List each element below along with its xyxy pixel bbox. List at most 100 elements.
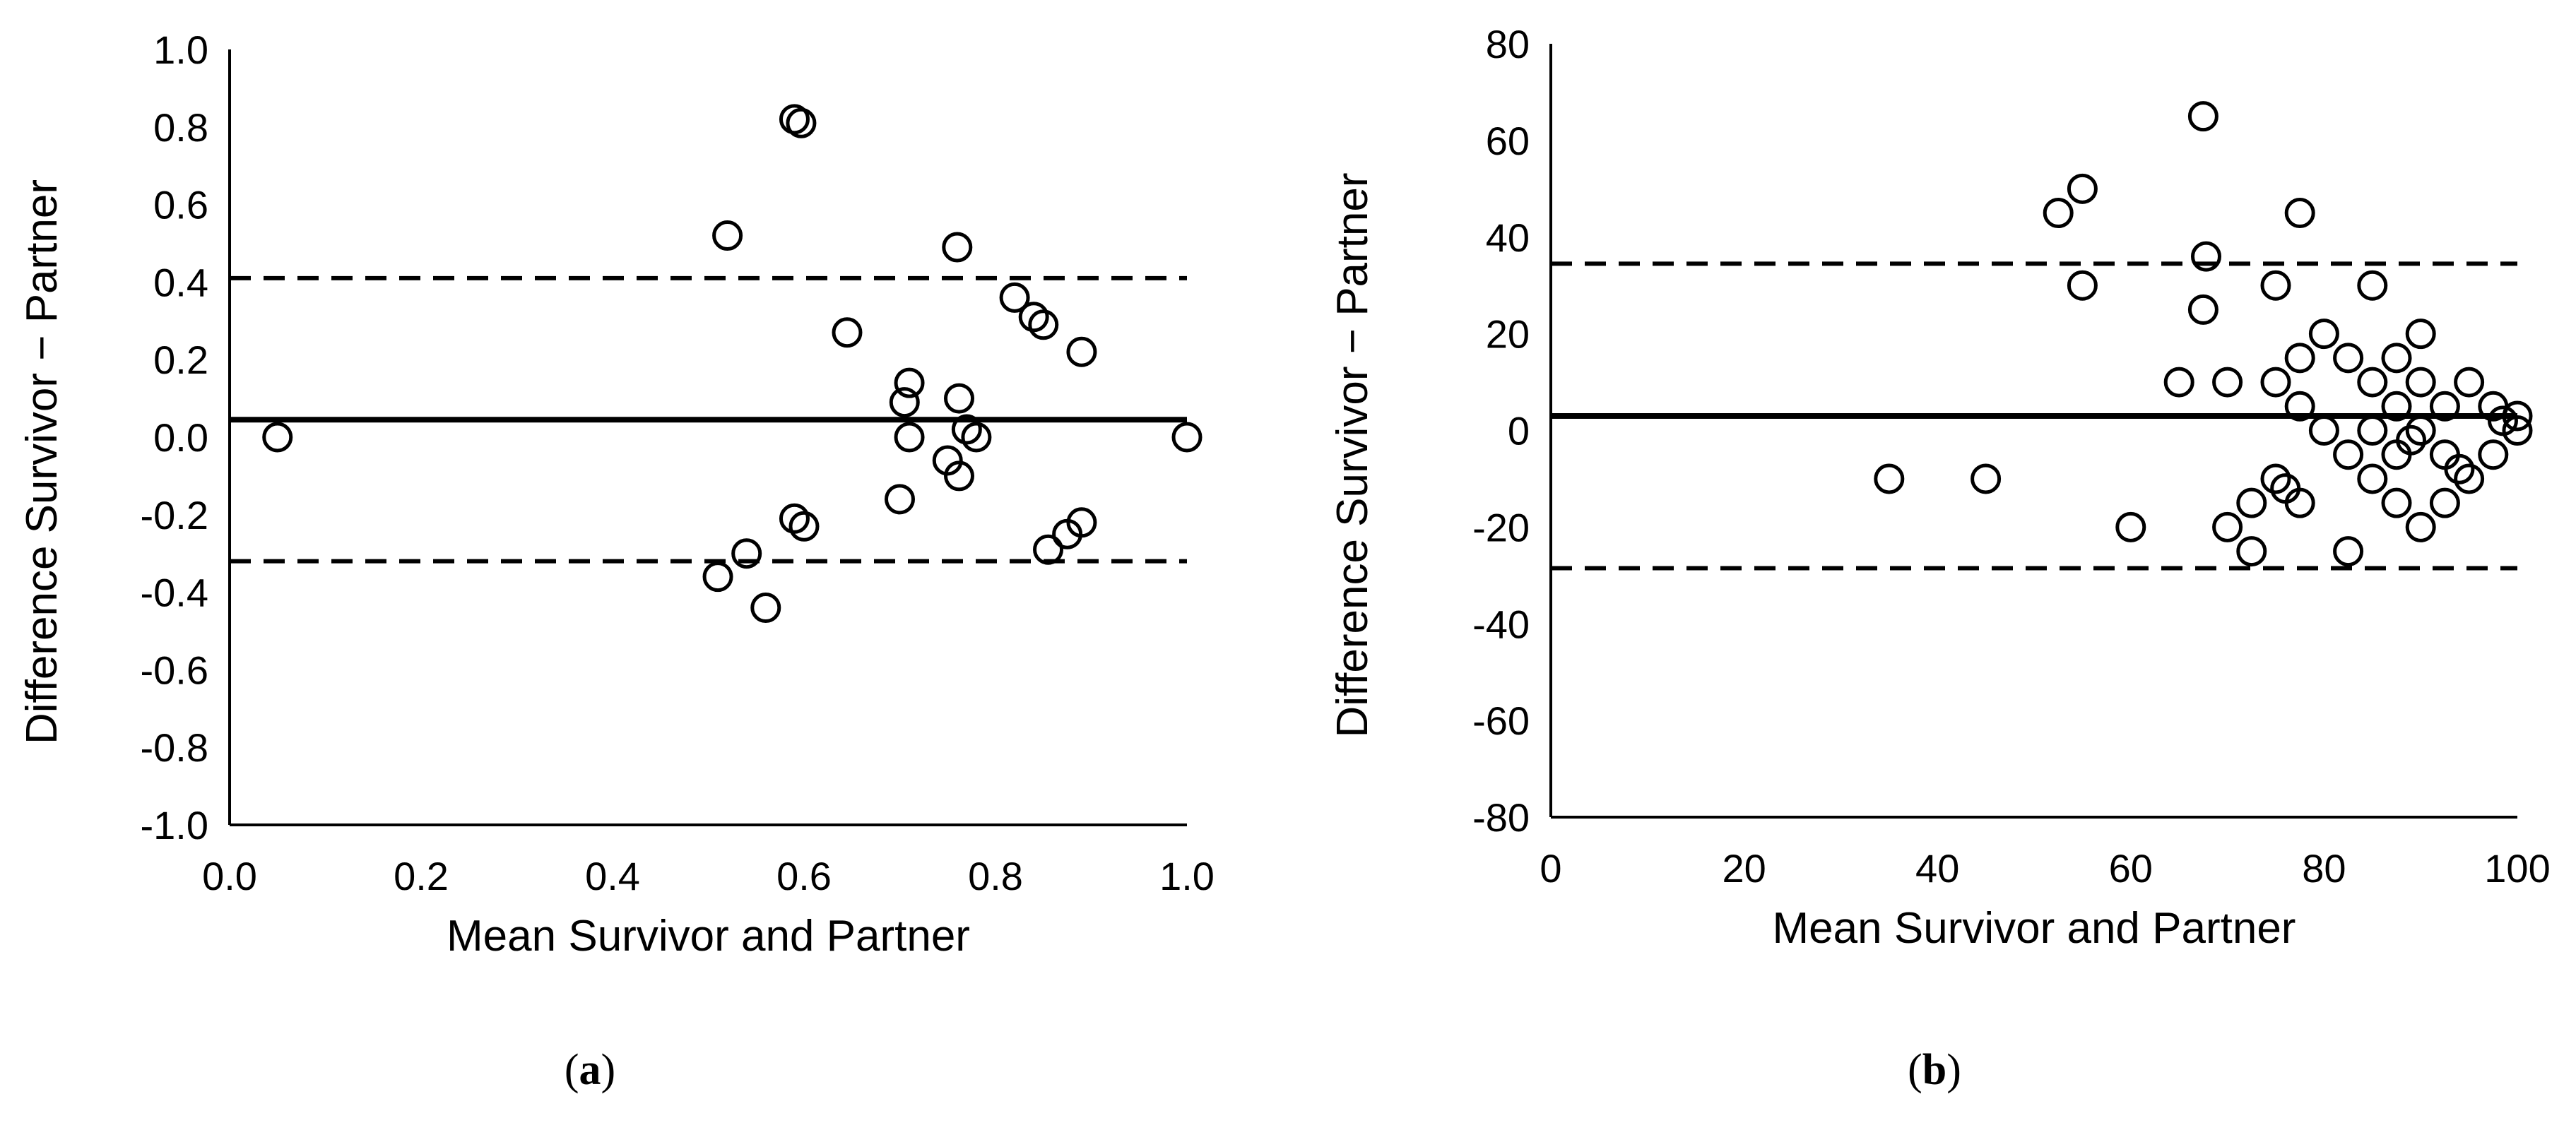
y-tick-label: 0.4 <box>153 260 208 304</box>
x-tick-label: 60 <box>2109 846 2153 891</box>
data-point <box>2405 319 2436 350</box>
y-axis-title: Difference Survivor − Partner <box>18 179 66 744</box>
data-point <box>951 414 982 445</box>
data-point <box>2429 391 2460 422</box>
data-point <box>2381 439 2412 470</box>
y-axis-title: Difference Survivor − Partner <box>1328 172 1377 737</box>
data-point <box>832 317 863 348</box>
data-point <box>731 538 762 569</box>
y-tick-label: -80 <box>1472 795 1530 840</box>
y-tick-label: 1.0 <box>153 28 208 72</box>
data-point <box>2115 511 2146 542</box>
y-tick-label: -0.6 <box>141 648 209 692</box>
data-point <box>702 561 733 593</box>
data-point <box>2478 439 2509 470</box>
x-axis-title: Mean Survivor and Partner <box>1773 904 2296 953</box>
panel-b: 80 60 40 20 0 -20 -40 -60 -80 0 20 40 60 80 100 Mean Su… <box>1288 0 2576 1130</box>
data-point <box>2333 439 2364 470</box>
data-point <box>262 422 293 453</box>
data-point <box>2454 463 2485 494</box>
data-point <box>944 460 975 492</box>
chart-a: 1.0 0.8 0.6 0.4 0.2 0.0 -0.2 -0.4 -0.6 -0.8 -1.0 0.… <box>18 28 1215 961</box>
data-point <box>2212 367 2243 398</box>
data-point <box>2454 367 2485 398</box>
data-point <box>2357 367 2388 398</box>
data-point <box>2381 391 2412 422</box>
data-point <box>2381 343 2412 374</box>
data-point <box>2284 391 2315 422</box>
data-point <box>894 422 925 453</box>
data-point <box>2236 487 2267 518</box>
y-tick-label: -1.0 <box>141 803 209 848</box>
data-point <box>2067 173 2098 204</box>
x-tick-label: 80 <box>2302 846 2346 891</box>
y-tick-label: 60 <box>1486 119 1530 163</box>
data-point <box>2357 415 2388 446</box>
y-tick-label: -20 <box>1472 505 1530 549</box>
data-point <box>889 387 920 418</box>
data-point <box>2405 367 2436 398</box>
data-point <box>885 484 915 515</box>
data-point <box>1066 336 1097 367</box>
y-tick-label: 0.2 <box>153 338 208 382</box>
data-point <box>2212 511 2243 542</box>
data-point <box>1066 507 1097 538</box>
data-point <box>2502 415 2533 446</box>
data-point <box>2067 270 2098 301</box>
data-point <box>2405 415 2436 446</box>
y-tick-label: -40 <box>1472 602 1530 646</box>
x-tick-label: 0.0 <box>202 854 257 898</box>
data-point <box>786 107 817 138</box>
data-point <box>2187 294 2218 325</box>
panel-a: 1.0 0.8 0.6 0.4 0.2 0.0 -0.2 -0.4 -0.6 -0.8 -1.0 0.… <box>18 28 1215 1094</box>
y-tick-label: 0 <box>1508 409 1530 453</box>
data-point <box>2163 367 2194 398</box>
data-point <box>1018 302 1049 333</box>
data-point <box>2284 487 2315 518</box>
data-point <box>2260 367 2291 398</box>
y-tick-label: 0.8 <box>153 105 208 150</box>
y-tick-label: -0.4 <box>141 571 209 615</box>
x-tick-label: 0 <box>1540 846 1561 891</box>
x-tick-label: 100 <box>2484 846 2550 891</box>
data-point <box>961 422 992 453</box>
data-point <box>750 593 781 624</box>
data-point <box>894 367 925 398</box>
data-point <box>2308 319 2339 350</box>
data-point <box>1874 463 1905 494</box>
data-point <box>2357 270 2388 301</box>
data-point <box>2333 343 2364 374</box>
x-tick-label: 0.8 <box>968 854 1023 898</box>
data-point <box>2357 463 2388 494</box>
data-point <box>2405 511 2436 542</box>
data-point <box>2260 270 2291 301</box>
data-point <box>712 220 743 251</box>
data-point <box>2043 198 2074 229</box>
x-tick-label: 0.2 <box>394 854 449 898</box>
data-point <box>779 104 810 135</box>
x-tick-label: 40 <box>1915 846 1959 891</box>
data-point <box>2308 415 2339 446</box>
data-point <box>2429 439 2460 470</box>
data-point <box>999 282 1030 313</box>
y-tick-label: 80 <box>1486 22 1530 66</box>
data-point <box>2236 536 2267 567</box>
data-point <box>944 383 975 414</box>
y-tick-label: -0.2 <box>141 493 209 537</box>
panel-label-a: (a) <box>564 1046 616 1094</box>
y-tick-label: -60 <box>1472 698 1530 743</box>
data-point <box>1171 422 1203 453</box>
data-point <box>2396 424 2427 456</box>
data-point <box>2284 198 2315 229</box>
data-point <box>1033 534 1064 565</box>
y-tick-label: 40 <box>1486 215 1530 260</box>
data-point <box>1028 309 1059 340</box>
data-point <box>2191 241 2222 272</box>
data-point <box>2502 400 2533 432</box>
data-point <box>2381 487 2412 518</box>
data-point <box>788 511 820 542</box>
x-tick-label: 1.0 <box>1159 854 1215 898</box>
data-point <box>2429 487 2460 518</box>
